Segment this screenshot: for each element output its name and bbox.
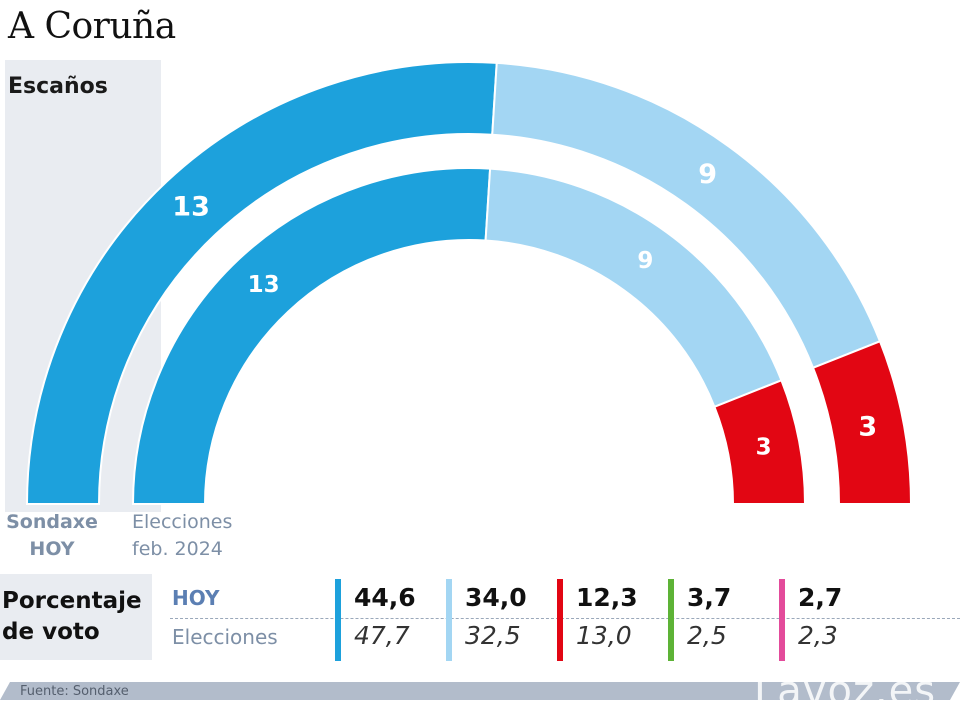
seat-label-inner-2: 9: [637, 248, 653, 274]
vote-pct-elecciones-4: 2,5: [687, 621, 727, 650]
vote-pct-hoy-1: 44,6: [354, 583, 416, 612]
caption-sondaxe-hoy: Sondaxe HOY: [4, 509, 100, 563]
row-divider: [170, 618, 960, 619]
seats-semicircle-chart: 13 9 3 13 9 3: [25, 61, 913, 505]
vote-percentage-title-line-1: Porcentaje: [2, 588, 142, 614]
vote-percentage-box: [0, 574, 152, 660]
seat-label-inner-3: 3: [756, 434, 772, 460]
vote-pct-hoy-4: 3,7: [687, 583, 732, 612]
brand-watermark: Lavoz.es: [754, 668, 937, 714]
caption-sondaxe-hoy-line-1: Sondaxe: [6, 511, 98, 533]
caption-elecciones-line-2: feb. 2024: [132, 538, 223, 560]
vote-pct-hoy-2: 34,0: [465, 583, 527, 612]
party-color-bar-3: [557, 579, 563, 661]
vote-pct-hoy-3: 12,3: [576, 583, 638, 612]
footer-bar: [0, 682, 960, 700]
caption-elecciones-line-1: Elecciones: [132, 511, 233, 533]
caption-sondaxe-hoy-line-2: HOY: [29, 538, 75, 560]
source-note: Fuente: Sondaxe: [20, 684, 129, 699]
caption-elecciones: Elecciones feb. 2024: [132, 509, 232, 563]
row-label-elecciones: Elecciones: [172, 625, 278, 649]
escanos-label: Escaños: [8, 74, 108, 99]
seat-arc-inner-3: [713, 379, 807, 505]
vote-pct-elecciones-1: 47,7: [354, 621, 410, 650]
vote-pct-elecciones-3: 13,0: [576, 621, 632, 650]
seat-label-outer-3: 3: [858, 411, 877, 442]
seat-label-outer-1: 13: [172, 192, 210, 223]
party-color-bar-1: [335, 579, 341, 661]
vote-pct-elecciones-2: 32,5: [465, 621, 521, 650]
seat-label-outer-2: 9: [698, 159, 717, 190]
seat-arc-outer-3: [811, 339, 913, 505]
vote-pct-hoy-5: 2,7: [798, 583, 843, 612]
party-color-bar-2: [446, 579, 452, 661]
party-color-bar-4: [668, 579, 674, 661]
row-label-hoy: HOY: [172, 586, 220, 610]
vote-percentage-title: Porcentaje de voto: [2, 586, 142, 648]
seat-label-inner-1: 13: [248, 272, 280, 298]
vote-percentage-title-line-2: de voto: [2, 619, 100, 645]
vote-pct-elecciones-5: 2,3: [798, 621, 838, 650]
page-title: A Coruña: [8, 6, 176, 47]
party-color-bar-5: [779, 579, 785, 661]
